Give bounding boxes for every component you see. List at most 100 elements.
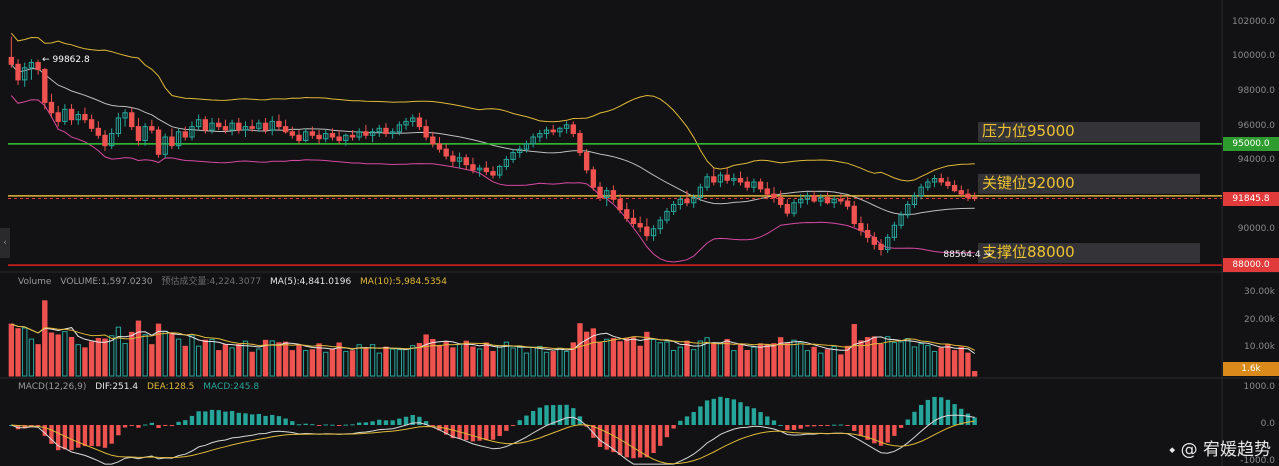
candle-body: [28, 62, 35, 69]
macd-histogram-bar: [15, 425, 21, 430]
macd-histogram-bar: [778, 424, 783, 426]
volume-bar: [971, 371, 978, 377]
candle-body: [42, 69, 48, 103]
candle-body: [844, 200, 851, 207]
candle-body: [757, 181, 764, 190]
volume-bar: [8, 323, 15, 377]
macd-histogram-bar: [718, 396, 723, 425]
level-label-0: 压力位95000: [982, 121, 1075, 140]
volume-bar: [898, 341, 904, 377]
macd-histogram-bar: [377, 419, 382, 425]
candle-body: [650, 228, 657, 237]
macd-histogram-bar: [564, 404, 569, 425]
macd-histogram-bar: [323, 424, 328, 426]
macd-histogram-bar: [517, 420, 522, 425]
candle-body: [15, 63, 21, 81]
price-annotation: 88564.4 →: [943, 250, 992, 261]
candle-body: [95, 127, 101, 136]
candle-body: [717, 174, 724, 183]
volume-bar: [918, 343, 924, 377]
volume-bar: [82, 347, 88, 377]
macd-histogram-bar: [551, 405, 556, 425]
macd-histogram-bar: [852, 425, 857, 432]
volume-bar: [256, 348, 262, 377]
candle-body: [356, 131, 362, 138]
macd-histogram-bar: [905, 419, 910, 425]
macd-histogram-bar: [611, 425, 616, 453]
macd-histogram-bar: [62, 425, 68, 450]
volume-bar: [456, 344, 463, 377]
macd-dif-line: [11, 414, 975, 465]
level-label-2: 支撑位88000: [982, 243, 1075, 262]
macd-histogram-bar: [785, 425, 790, 431]
macd-histogram-bar: [370, 421, 375, 425]
macd-histogram-bar: [82, 425, 88, 447]
level-zone-box-1: [978, 173, 1200, 194]
candle-body: [189, 126, 195, 138]
macd-histogram-bar: [136, 425, 141, 428]
price-tick-label: 94000.0: [1237, 155, 1275, 166]
candle-body: [343, 134, 349, 141]
macd-histogram-bar: [865, 425, 870, 440]
collapse-panel-handle[interactable]: ‹: [0, 228, 10, 258]
macd-histogram-bar: [571, 408, 576, 425]
volume-bar: [784, 343, 791, 377]
volume-bar: [644, 331, 650, 377]
candle-body: [122, 112, 128, 119]
macd-histogram-bar: [189, 415, 195, 425]
macd-histogram-bar: [691, 412, 696, 425]
macd-histogram-bar: [918, 404, 924, 425]
candle-body: [329, 133, 336, 138]
macd-histogram-bar: [216, 410, 221, 425]
volume-bar: [229, 347, 235, 377]
macd-histogram-bar: [102, 425, 108, 448]
candle-body: [68, 108, 75, 121]
volume-bar: [798, 341, 804, 377]
volume-bar: [570, 342, 576, 377]
volume-bar: [610, 338, 617, 377]
volume-bar: [931, 350, 938, 377]
candle-body: [771, 193, 777, 199]
macd-histogram-bar: [316, 425, 322, 426]
volume-bar: [182, 345, 188, 377]
volume-bar: [958, 346, 964, 377]
candle-body: [129, 112, 135, 128]
candle-body: [75, 114, 81, 121]
candle-body: [864, 229, 871, 238]
macd-histogram-bar: [959, 408, 964, 425]
volume-bar: [209, 339, 215, 377]
volume-bar: [945, 344, 951, 377]
macd-histogram-bar: [604, 425, 609, 450]
macd-legend-macd: MACD:245.8: [203, 382, 260, 392]
macd-histogram-bar: [939, 397, 944, 425]
candle-body: [35, 62, 41, 71]
volume-bar: [563, 350, 570, 377]
macd-histogram-bar: [711, 398, 716, 425]
macd-histogram-bar: [122, 425, 128, 428]
candle-body: [905, 204, 911, 216]
candle-body: [363, 131, 369, 136]
volume-bar: [376, 352, 382, 377]
macd-histogram-bar: [116, 425, 121, 436]
macd-histogram-bar: [430, 425, 435, 426]
candle-body: [316, 134, 322, 140]
volume-bar: [657, 342, 663, 377]
macd-histogram-bar: [223, 411, 228, 425]
macd-histogram-bar: [203, 411, 208, 425]
candle-body: [443, 148, 449, 157]
volume-bar: [242, 340, 249, 377]
candle-body: [115, 117, 122, 135]
volume-bar: [68, 336, 75, 377]
volume-bar: [142, 334, 148, 377]
volume-bar: [557, 347, 563, 377]
volume-bar: [691, 349, 697, 377]
candle-body: [878, 243, 884, 251]
macd-histogram-bar: [357, 422, 362, 425]
macd-histogram-bar: [149, 422, 155, 425]
volume-bar: [282, 341, 289, 377]
candle-body: [657, 219, 663, 230]
candle-body: [195, 119, 202, 128]
volume-bar: [356, 344, 362, 377]
macd-histogram-bar: [671, 425, 676, 429]
